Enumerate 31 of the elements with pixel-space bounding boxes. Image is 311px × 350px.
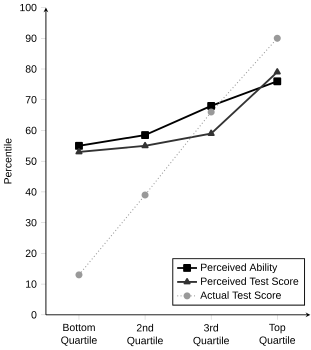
x-tick-label: Top Quartile <box>260 324 296 346</box>
y-axis-title: Percentile <box>4 138 12 184</box>
point <box>274 68 281 75</box>
y-tick-label: 10 <box>26 280 37 288</box>
y-tick-label: 100 <box>20 4 37 12</box>
y-tick-label: 60 <box>26 126 37 134</box>
y-tick-label: 0 <box>32 311 37 319</box>
x-tick-label: 2nd Quartile <box>127 324 163 346</box>
point <box>141 131 150 140</box>
point <box>274 34 281 42</box>
point <box>142 142 149 148</box>
point <box>207 102 216 110</box>
y-tick-label: 20 <box>26 250 37 258</box>
legend-label: Perceived Test Score <box>201 277 298 285</box>
legend-label: Perceived Ability <box>201 263 278 274</box>
point <box>208 130 215 136</box>
y-tick-label: 80 <box>26 65 37 73</box>
point <box>75 142 84 150</box>
y-tick-label: 90 <box>26 34 37 42</box>
point <box>142 191 149 199</box>
x-tick-label: 3rd Quartile <box>194 324 230 346</box>
point <box>208 108 215 116</box>
x-tick-label: Bottom Quartile <box>61 324 97 346</box>
point <box>76 148 83 154</box>
y-tick-label: 50 <box>26 157 37 165</box>
y-tick-label: 30 <box>26 218 37 226</box>
point <box>76 271 83 278</box>
point <box>273 77 282 86</box>
y-tick-label: 70 <box>26 96 37 104</box>
y-tick-label: 40 <box>26 188 37 196</box>
legend-label: Actual Test Score <box>200 291 282 299</box>
